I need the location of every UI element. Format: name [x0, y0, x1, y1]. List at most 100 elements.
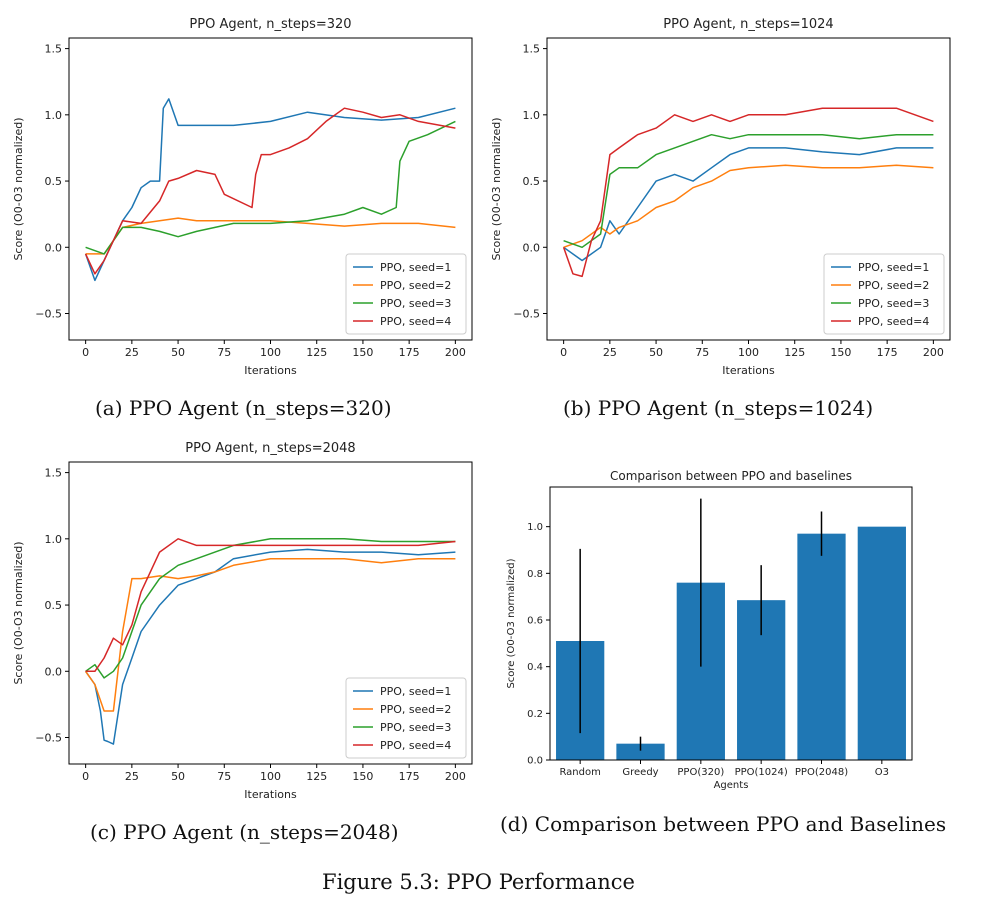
y-axis-label: Score (O0-O3 normalized): [506, 558, 517, 688]
series-line-seed-4: [84, 107, 456, 275]
x-tick-label: PPO(1024): [735, 767, 788, 778]
legend-label-seed-3: PPO, seed=3: [858, 297, 929, 310]
series-line-seed-4: [85, 538, 456, 673]
legend-label-seed-3: PPO, seed=3: [380, 721, 451, 734]
y-tick-label: 1.5: [45, 43, 63, 56]
y-tick-label: 0.4: [527, 662, 543, 673]
x-tick-label: 25: [125, 346, 139, 359]
x-tick-label: 200: [445, 346, 466, 359]
x-tick-label: 25: [603, 346, 617, 359]
line-chart-panel-a: PPO Agent, n_steps=320 0 25 50 75 100 125 150 17…: [0, 8, 480, 386]
chart-title: Comparison between PPO and baselines: [610, 469, 852, 483]
x-tick-label: 125: [784, 346, 805, 359]
legend-label-seed-4: PPO, seed=4: [380, 739, 451, 752]
y-tick-label: 1.0: [523, 109, 541, 122]
y-tick-label: 0.5: [45, 599, 63, 612]
y-tick-label: 0.6: [527, 616, 543, 627]
x-tick-label: 175: [877, 346, 898, 359]
y-tick-label: 0.8: [527, 569, 543, 580]
x-tick-label: Greedy: [622, 767, 658, 778]
line-chart-c: PPO Agent, n_steps=2048 0 25 50 75 100 125 150 1…: [12, 441, 473, 801]
legend-label-seed-3: PPO, seed=3: [380, 297, 451, 310]
bar-chart-d: Comparison between PPO and baselines Rand…: [506, 469, 913, 791]
legend-label-seed-1: PPO, seed=1: [858, 261, 929, 274]
x-tick-label: 0: [82, 770, 89, 783]
y-tick-label: −0.5: [35, 732, 62, 745]
series-line-seed-1: [84, 548, 456, 745]
x-tick-label: 75: [695, 346, 709, 359]
series-line-seed-2: [563, 164, 934, 249]
x-tick-label: 50: [171, 770, 185, 783]
x-axis-label: Agents: [714, 780, 749, 791]
legend-label-seed-2: PPO, seed=2: [380, 279, 451, 292]
y-tick-label: 1.0: [527, 522, 543, 533]
y-tick-label: 1.0: [45, 533, 63, 546]
y-axis-label: Score (O0-O3 normalized): [12, 117, 25, 260]
x-tick-label: 125: [306, 770, 327, 783]
legend-label-seed-1: PPO, seed=1: [380, 685, 451, 698]
bar-greedy: [616, 743, 665, 760]
series-line-seed-3: [563, 133, 934, 249]
line-chart-b: PPO Agent, n_steps=1024 0 25 50 75 100 125 150 1…: [490, 17, 951, 377]
x-tick-label: 200: [445, 770, 466, 783]
legend-label-seed-4: PPO, seed=4: [858, 315, 929, 328]
legend-label-seed-1: PPO, seed=1: [380, 261, 451, 274]
caption-a: (a) PPO Agent (n_steps=320): [95, 396, 392, 420]
line-chart-panel-c: PPO Agent, n_steps=2048 0 25 50 75 100 125 150 1…: [0, 432, 480, 810]
legend-label-seed-2: PPO, seed=2: [380, 703, 451, 716]
bar-o3: [857, 526, 906, 760]
x-tick-label: 200: [923, 346, 944, 359]
plot-frame: [549, 486, 913, 761]
series-line-seed-1: [84, 98, 456, 282]
y-tick-label: 0.5: [45, 175, 63, 188]
y-tick-label: 0.5: [523, 175, 541, 188]
y-tick-label: −0.5: [513, 308, 540, 321]
series-line-seed-1: [563, 147, 934, 262]
caption-b: (b) PPO Agent (n_steps=1024): [563, 396, 874, 420]
y-tick-label: 1.5: [523, 43, 541, 56]
legend-box: [345, 253, 467, 335]
y-tick-label: −0.5: [35, 308, 62, 321]
x-tick-label: 0: [82, 346, 89, 359]
y-axis-label: Score (O0-O3 normalized): [12, 541, 25, 684]
y-tick-label: 1.0: [45, 109, 63, 122]
x-tick-label: 175: [399, 346, 420, 359]
legend-box: [345, 677, 467, 759]
y-tick-label: 0.0: [523, 241, 541, 254]
x-tick-label: 0: [560, 346, 567, 359]
x-axis-label: Iterations: [244, 788, 297, 801]
series-line-seed-2: [84, 557, 456, 712]
series-line-seed-4: [562, 107, 934, 278]
x-tick-label: 75: [217, 346, 231, 359]
x-tick-label: 100: [260, 346, 281, 359]
legend-box: [823, 253, 945, 335]
x-tick-label: 150: [830, 346, 851, 359]
x-tick-label: 100: [260, 770, 281, 783]
legend-label-seed-2: PPO, seed=2: [858, 279, 929, 292]
x-tick-label: PPO(2048): [795, 767, 848, 778]
y-tick-label: 0.0: [45, 241, 63, 254]
x-tick-label: PPO(320): [677, 767, 724, 778]
x-tick-label: 125: [306, 346, 327, 359]
y-tick-label: 0.0: [527, 756, 543, 767]
x-tick-label: 50: [649, 346, 663, 359]
y-tick-label: 0.2: [527, 709, 543, 720]
legend-label-seed-4: PPO, seed=4: [380, 315, 451, 328]
caption-c: (c) PPO Agent (n_steps=2048): [90, 820, 399, 844]
x-axis-label: Iterations: [244, 364, 297, 377]
line-chart-a: PPO Agent, n_steps=320 0 25 50 75 100 125 150 17…: [12, 17, 473, 377]
x-tick-label: 150: [352, 346, 373, 359]
chart-title: PPO Agent, n_steps=1024: [663, 17, 833, 32]
chart-title: PPO Agent, n_steps=320: [189, 17, 351, 32]
bar-chart-panel-d: Comparison between PPO and baselines Rand…: [488, 455, 928, 795]
figure-caption: Figure 5.3: PPO Performance: [322, 870, 635, 894]
series-line-seed-3: [85, 538, 456, 679]
bar-ppo2048: [797, 533, 846, 760]
x-axis-label: Iterations: [722, 364, 775, 377]
caption-d: (d) Comparison between PPO and Baselines: [500, 812, 947, 836]
x-tick-label: 50: [171, 346, 185, 359]
x-tick-label: 25: [125, 770, 139, 783]
series-line-seed-3: [85, 120, 456, 255]
y-axis-label: Score (O0-O3 normalized): [490, 117, 503, 260]
y-tick-label: 0.0: [45, 665, 63, 678]
